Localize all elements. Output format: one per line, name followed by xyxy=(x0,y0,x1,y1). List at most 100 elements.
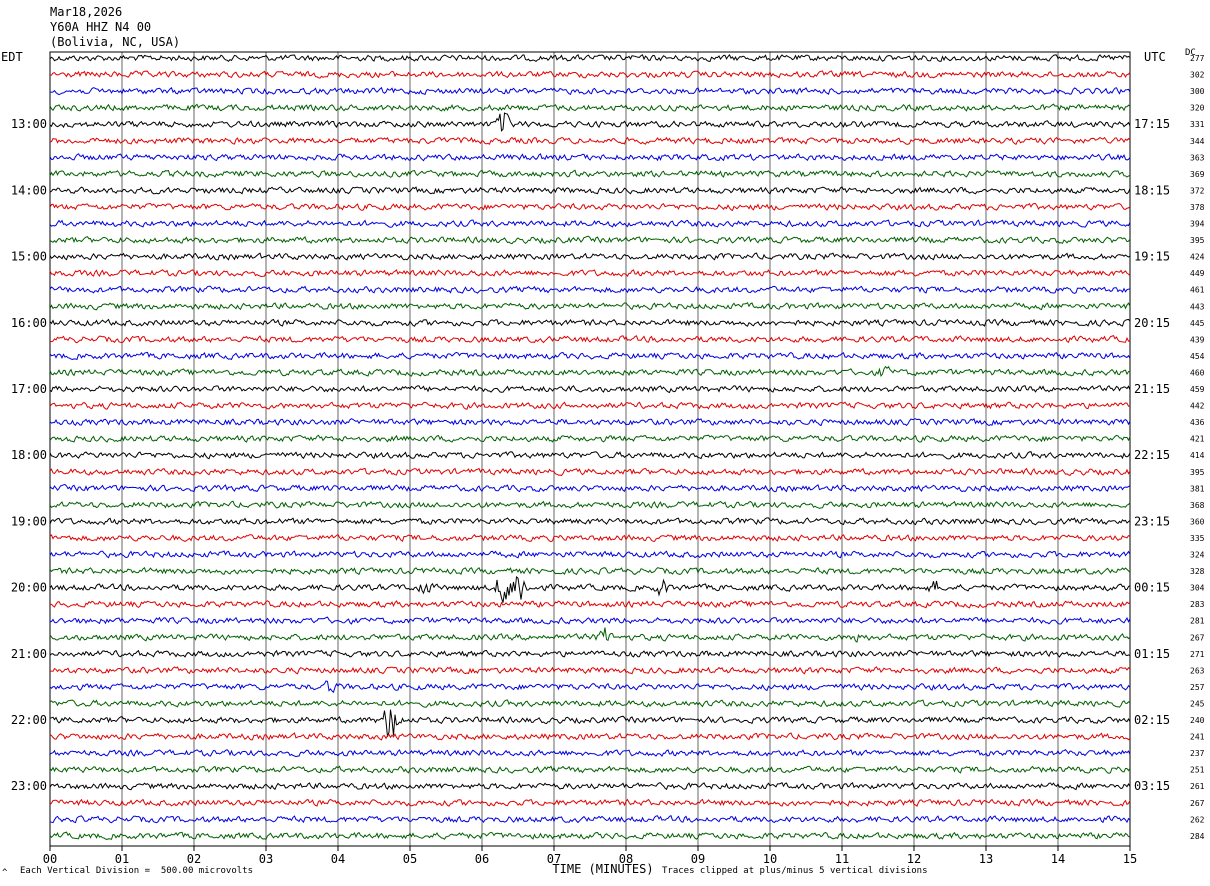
seismic-trace-row xyxy=(49,334,1131,344)
seismic-trace-row xyxy=(49,765,1131,774)
right-hour-label: 23:15 xyxy=(1134,514,1170,528)
x-tick-label: 10 xyxy=(763,852,777,866)
dc-offset-value: 240 xyxy=(1190,716,1205,725)
seismic-trace-row xyxy=(49,600,1131,609)
dc-offset-value: 328 xyxy=(1190,567,1205,576)
seismic-trace-row xyxy=(49,385,1131,394)
seismic-trace-row xyxy=(49,153,1131,162)
seismic-trace-row xyxy=(49,235,1131,245)
dc-offset-value: 300 xyxy=(1190,87,1205,96)
seismic-trace-row xyxy=(49,86,1131,96)
dc-offset-value: 439 xyxy=(1190,335,1205,344)
left-hour-label: 13:00 xyxy=(11,117,47,131)
seismic-trace-row xyxy=(49,815,1131,824)
dc-offset-value: 263 xyxy=(1190,666,1205,675)
seismic-trace-row xyxy=(49,54,1131,63)
plot-frame xyxy=(49,51,1131,847)
seismic-trace-row xyxy=(49,418,1131,427)
dc-offset-value: 324 xyxy=(1190,551,1205,560)
dc-offset-value: 261 xyxy=(1190,782,1205,791)
seismic-trace-row xyxy=(49,709,1131,737)
seismic-trace-row xyxy=(49,252,1131,261)
dc-offset-value: 395 xyxy=(1190,468,1205,477)
x-tick-label: 00 xyxy=(43,852,57,866)
seismic-trace-row xyxy=(49,576,1131,603)
right-hour-label: 02:15 xyxy=(1134,713,1170,727)
dc-offset-value: 414 xyxy=(1190,451,1205,460)
trace-group xyxy=(49,54,1131,841)
dc-offset-value: 369 xyxy=(1190,170,1205,179)
dc-offset-value: 424 xyxy=(1190,253,1205,262)
x-tick-label: 02 xyxy=(187,852,201,866)
x-tick-label: 08 xyxy=(619,852,633,866)
seismic-trace-row xyxy=(49,649,1131,658)
dc-offset-value: 331 xyxy=(1190,120,1205,129)
dc-offset-value: 459 xyxy=(1190,385,1205,394)
dc-offset-value: 378 xyxy=(1190,203,1205,212)
right-hour-label: 18:15 xyxy=(1134,183,1170,197)
right-hour-label: 21:15 xyxy=(1134,382,1170,396)
dc-offset-value: 241 xyxy=(1190,733,1205,742)
seismic-trace-row xyxy=(49,318,1131,327)
dc-offset-value: 368 xyxy=(1190,501,1205,510)
left-hour-label: 18:00 xyxy=(11,448,47,462)
x-tick-label: 01 xyxy=(115,852,129,866)
right-hour-label: 17:15 xyxy=(1134,117,1170,131)
seismic-trace-row xyxy=(49,500,1131,509)
dc-offset-value: 372 xyxy=(1190,186,1205,195)
x-tick-label: 13 xyxy=(979,852,993,866)
seismic-trace-row xyxy=(49,103,1131,112)
dc-offset-value: 335 xyxy=(1190,534,1205,543)
x-tick-label: 06 xyxy=(475,852,489,866)
scale-note: Each Vertical Division = 500.00 microvol… xyxy=(20,866,253,876)
x-tick-label: 03 xyxy=(259,852,273,866)
dc-offset-value: 283 xyxy=(1190,600,1205,609)
seismic-trace-row xyxy=(49,627,1131,643)
dc-offset-value: 360 xyxy=(1190,517,1205,526)
seismic-trace-row xyxy=(49,202,1131,212)
left-hour-label: 19:00 xyxy=(11,514,47,528)
dc-offset-value: 395 xyxy=(1190,236,1205,245)
seismic-trace-row xyxy=(49,169,1131,178)
dc-offset-value: 344 xyxy=(1190,137,1205,146)
left-hour-label: 15:00 xyxy=(11,250,47,264)
seismic-trace-row xyxy=(49,680,1131,694)
seismic-trace-row xyxy=(49,483,1131,493)
seismic-trace-row xyxy=(49,285,1131,294)
right-hour-label: 19:15 xyxy=(1134,250,1170,264)
seismic-trace-row xyxy=(49,434,1131,443)
right-hour-label: 03:15 xyxy=(1134,779,1170,793)
dc-offset-value: 421 xyxy=(1190,435,1205,444)
x-tick-label: 07 xyxy=(547,852,561,866)
x-tick-label: 14 xyxy=(1051,852,1065,866)
dc-label: DC xyxy=(1185,48,1196,58)
left-timezone-label: EDT xyxy=(1,50,23,64)
left-hour-label: 23:00 xyxy=(11,779,47,793)
dc-offset-value: 461 xyxy=(1190,286,1205,295)
left-hour-label: 14:00 xyxy=(11,183,47,197)
dc-offset-value: 394 xyxy=(1190,220,1205,229)
dc-offset-value: 267 xyxy=(1190,633,1205,642)
station-location: (Bolivia, NC, USA) xyxy=(50,35,181,49)
right-hour-label: 01:15 xyxy=(1134,647,1170,661)
dc-offset-value: 449 xyxy=(1190,269,1205,278)
seismic-trace-row xyxy=(49,70,1131,79)
right-hour-label: 22:15 xyxy=(1134,448,1170,462)
seismic-trace-row xyxy=(49,351,1131,361)
dc-offset-value: 257 xyxy=(1190,683,1205,692)
seismic-trace-row xyxy=(49,365,1131,378)
dc-offset-value: 381 xyxy=(1190,484,1205,493)
station-code: Y60A HHZ N4 00 xyxy=(50,20,152,34)
dc-offset-value: 445 xyxy=(1190,319,1205,328)
dc-offset-value: 267 xyxy=(1190,799,1205,808)
seismic-trace-row xyxy=(49,781,1131,791)
seismic-trace-row xyxy=(49,112,1131,132)
corner-mark: ^ xyxy=(2,868,8,878)
x-tick-label: 11 xyxy=(835,852,849,866)
seismic-trace-row xyxy=(49,749,1131,758)
seismic-trace-row xyxy=(49,269,1131,278)
seismic-trace-row xyxy=(49,517,1131,526)
left-hour-label: 16:00 xyxy=(11,316,47,330)
dc-offset-value: 281 xyxy=(1190,617,1205,626)
